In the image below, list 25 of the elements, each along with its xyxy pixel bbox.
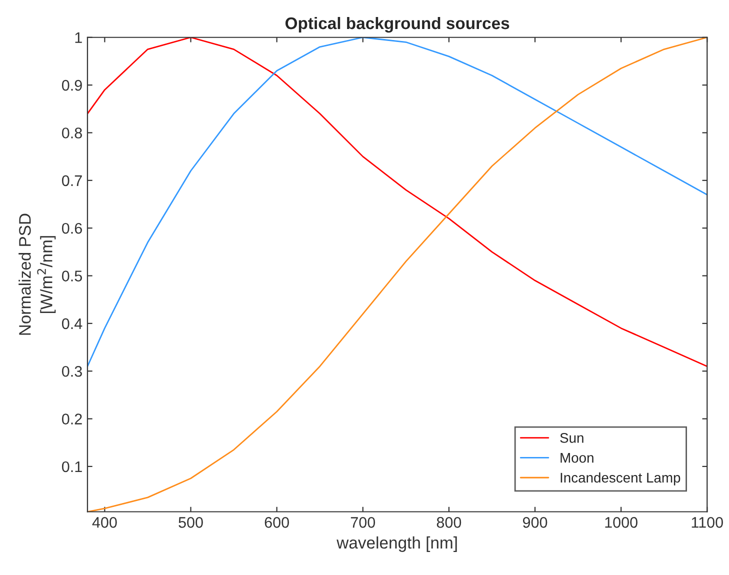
y-tick-label: 0.3 — [62, 366, 82, 377]
x-tick-label: 1100 — [692, 517, 723, 528]
x-tick-label: 500 — [178, 517, 203, 528]
legend-label: Moon — [560, 453, 594, 463]
x-tick-label: 1000 — [605, 517, 638, 528]
y-tick-label: 0.5 — [62, 270, 82, 282]
y-tick-label: 1 — [75, 32, 82, 43]
legend-label: Incandescent Lamp — [560, 472, 680, 486]
y-tick-label: 0.8 — [62, 128, 82, 138]
y-tick-label: 0.1 — [62, 461, 82, 472]
y-axis-title: Normalized PSD [W/m$^{2}$/nm] — [18, 214, 56, 335]
line-series — [87, 37, 708, 512]
x-tick-label: 800 — [436, 517, 462, 528]
legend-label: Sun — [560, 433, 584, 443]
y-tick-label: 0.4 — [62, 318, 82, 330]
y-tick-label: 0.9 — [62, 80, 82, 91]
chart-title: Optical background sources — [285, 16, 510, 33]
x-tick-label: 700 — [350, 517, 376, 528]
y-tick-label: 0.6 — [62, 222, 82, 234]
y-tick-label: 0.2 — [62, 414, 82, 424]
y-tick-label: 0.7 — [62, 175, 82, 186]
x-tick-label: 400 — [92, 517, 117, 528]
x-axis-title: wavelength [nm] — [336, 536, 457, 552]
x-tick-label: 900 — [522, 517, 548, 528]
x-tick-label: 600 — [264, 517, 289, 528]
